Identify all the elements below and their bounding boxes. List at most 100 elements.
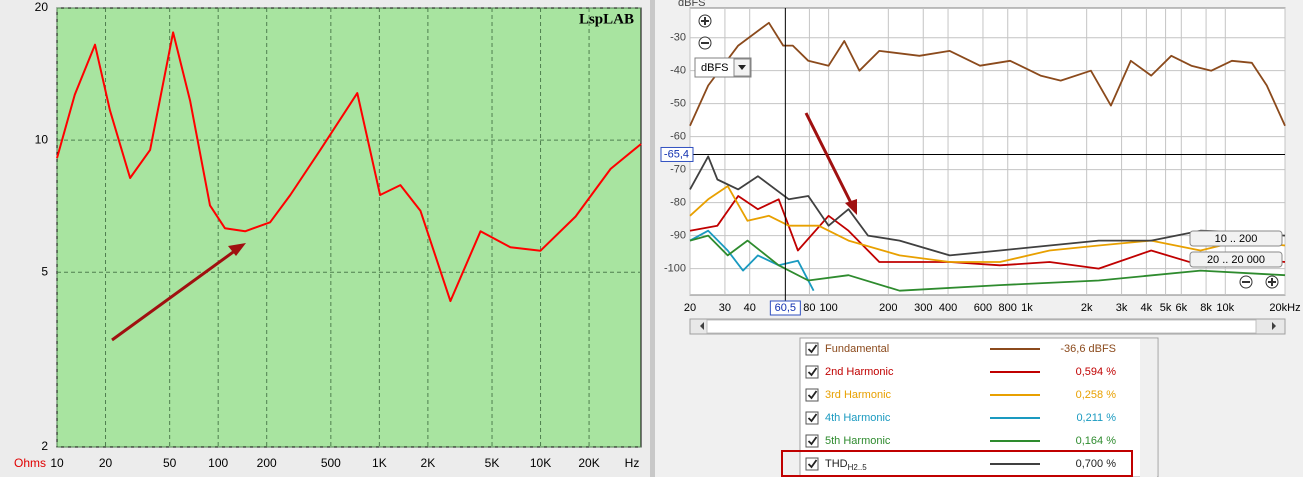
x-tick-label: 200 (879, 302, 897, 314)
x-tick-label: 5K (485, 456, 500, 470)
unit-select-text: dBFS (701, 62, 729, 74)
checkmark (807, 390, 818, 400)
legend-label: Fundamental (825, 343, 889, 355)
data-line (689, 155, 1286, 257)
y-tick-label: -100 (664, 263, 686, 275)
range-button-text: 20 .. 20 000 (1207, 254, 1265, 266)
x-tick-label: 1K (372, 456, 387, 470)
scroll-thumb[interactable] (706, 319, 1257, 334)
legend-label: THDH2..5 (825, 458, 867, 472)
data-line (689, 234, 1286, 292)
x-tick-label: 4k (1141, 302, 1153, 314)
legend-name: 4th Harmonic (825, 412, 891, 424)
checkmark (807, 344, 818, 354)
legend-scrollbar[interactable] (1140, 339, 1157, 477)
range-button[interactable] (1189, 251, 1283, 268)
y-tick-label: 10 (35, 132, 49, 146)
x-tick-label: 200 (257, 456, 277, 470)
checkmark (807, 413, 818, 423)
plot-area (56, 7, 642, 448)
cursor-y-label: -65,4 (664, 148, 689, 160)
x-tick-label: 500 (321, 456, 341, 470)
zoom-in[interactable] (1265, 275, 1279, 289)
legend-label: 4th Harmonic (825, 412, 891, 424)
x-tick-label: 80 (803, 302, 815, 314)
cursor-label-box (769, 300, 801, 316)
x-tick-label: 20 (684, 302, 696, 314)
x-tick-label: 5k (1160, 302, 1172, 314)
x-tick-label: 400 (939, 302, 957, 314)
legend-reading: 0,164 % (1076, 435, 1117, 447)
x-tick-label: 50 (163, 456, 177, 470)
legend-name: 3rd Harmonic (825, 389, 892, 401)
x-tick-label: 1k (1021, 302, 1033, 314)
annotation-arrow (111, 243, 246, 342)
cursor-x-label: 60,5 (775, 302, 796, 314)
y-tick-label: -50 (670, 98, 686, 110)
splitter (650, 0, 655, 477)
x-tick-label: 6k (1175, 302, 1187, 314)
x-tick-label: 10K (530, 456, 551, 470)
y-tick-label: 2 (41, 439, 48, 453)
y-tick-label: 5 (41, 264, 48, 278)
data-line (689, 21, 1286, 127)
scroll-right[interactable] (1272, 322, 1276, 330)
dropdown-arrow (738, 65, 746, 70)
x-tick-label: 2k (1081, 302, 1093, 314)
range-button-text: 10 .. 200 (1215, 233, 1258, 245)
legend-label: 5th Harmonic (825, 435, 891, 447)
watermark: LspLAB (579, 11, 634, 27)
zoom-out[interactable] (698, 36, 712, 50)
legend-name: Fundamental (825, 343, 889, 355)
checkmark (807, 436, 818, 446)
y-tick-label: -40 (670, 65, 686, 77)
x-tick-label: 10 (50, 456, 64, 470)
x-tick-label: 30 (719, 302, 731, 314)
y-tick-label: -30 (670, 32, 686, 44)
legend-label: 3rd Harmonic (825, 389, 892, 401)
x-tick-label: 100 (208, 456, 228, 470)
checkmark (807, 367, 818, 377)
x-tick-label: 20kHz (1269, 302, 1300, 314)
highlight-box (781, 450, 1133, 477)
range-button[interactable] (1189, 230, 1283, 247)
annotation-arrow (804, 112, 857, 215)
x-tick-label: 600 (974, 302, 992, 314)
x-unit: Hz (625, 456, 640, 470)
legend-name: 2nd Harmonic (825, 366, 894, 378)
x-tick-label: 10k (1216, 302, 1234, 314)
y-tick-label: -60 (670, 131, 686, 143)
zoom-out[interactable] (1239, 275, 1253, 289)
x-tick-label: 40 (744, 302, 756, 314)
checkmark (807, 459, 818, 469)
data-line (689, 229, 815, 292)
y-tick-label: -80 (670, 197, 686, 209)
legend-reading: 0,258 % (1076, 389, 1117, 401)
y-axis-label: dBFS (678, 0, 706, 9)
legend-subscript: H2..5 (848, 463, 868, 472)
scroll-left[interactable] (700, 322, 704, 330)
legend-label: 2nd Harmonic (825, 366, 894, 378)
legend-reading: 0,700 % (1076, 458, 1117, 470)
y-tick-label: 20 (35, 0, 49, 14)
legend-panel (799, 337, 1159, 477)
legend-name: THD (825, 458, 848, 470)
data-line (56, 31, 642, 303)
legend-name: 5th Harmonic (825, 435, 891, 447)
x-tick-label: 20 (99, 456, 113, 470)
x-tick-label: 3k (1116, 302, 1128, 314)
x-tick-label: 20K (578, 456, 599, 470)
cursor-label-box (660, 146, 694, 162)
y-unit: Ohms (14, 456, 46, 470)
x-tick-label: 100 (819, 302, 837, 314)
legend-reading: 0,211 % (1076, 412, 1116, 424)
zoom-in[interactable] (698, 14, 712, 28)
legend-reading: -36,6 dBFS (1060, 343, 1116, 355)
x-tick-label: 8k (1200, 302, 1212, 314)
data-line (689, 195, 1286, 270)
x-tick-label: 800 (999, 302, 1017, 314)
legend-reading: 0,594 % (1076, 366, 1117, 378)
y-tick-label: -90 (670, 230, 686, 242)
y-tick-label: -70 (670, 164, 686, 176)
